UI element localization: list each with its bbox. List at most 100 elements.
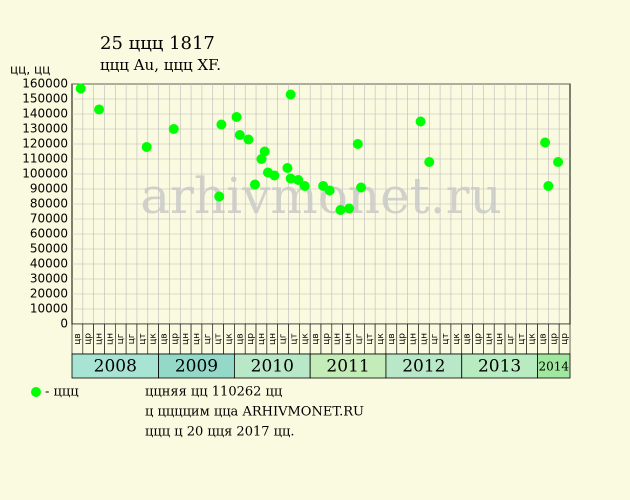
point bbox=[553, 157, 564, 167]
month-label: цр bbox=[84, 333, 94, 345]
point bbox=[234, 130, 245, 140]
point bbox=[214, 191, 225, 202]
month-label: цн bbox=[268, 333, 278, 345]
y-axis-label: цц, цц bbox=[10, 63, 50, 77]
year-label: 2012 bbox=[402, 357, 445, 377]
month-label: цв bbox=[463, 333, 473, 344]
month-label: цг bbox=[506, 333, 516, 344]
y-tick-label: 40000 bbox=[30, 257, 68, 271]
month-label: цв bbox=[235, 333, 245, 344]
y-tick-label: 30000 bbox=[30, 272, 68, 286]
month-label: цг bbox=[354, 333, 364, 344]
point bbox=[293, 175, 304, 185]
month-label: цг bbox=[127, 333, 137, 344]
month-label: цв bbox=[73, 333, 83, 344]
point bbox=[352, 139, 363, 149]
y-tick-label: 120000 bbox=[22, 137, 68, 151]
y-tick-label: 140000 bbox=[22, 107, 68, 121]
month-label: цр bbox=[322, 333, 332, 345]
point bbox=[324, 185, 335, 196]
y-tick-label: 10000 bbox=[30, 302, 68, 316]
year-cell bbox=[233, 353, 311, 379]
month-label: цг bbox=[116, 333, 126, 344]
year-label: 2014 bbox=[538, 360, 569, 374]
point bbox=[216, 119, 227, 130]
year-label: 2011 bbox=[326, 357, 369, 377]
month-label: цн bbox=[344, 333, 354, 345]
y-tick-label: 60000 bbox=[30, 227, 68, 241]
month-label: цн bbox=[105, 333, 115, 345]
point bbox=[141, 142, 152, 152]
month-label: цт bbox=[441, 333, 451, 344]
chart-title: 25 ццц 1817 bbox=[100, 33, 215, 54]
y-tick-label: 150000 bbox=[22, 92, 68, 106]
month-label: цг bbox=[430, 333, 440, 344]
month-label: цк bbox=[224, 333, 234, 345]
month-label: цр bbox=[246, 333, 256, 345]
y-tick-label: 80000 bbox=[30, 197, 68, 211]
month-label: цн bbox=[409, 333, 419, 345]
month-label: цк bbox=[149, 333, 159, 345]
point bbox=[299, 181, 310, 191]
point bbox=[269, 170, 280, 181]
month-label: цв bbox=[538, 333, 548, 344]
month-label: цк bbox=[300, 333, 310, 345]
y-tick-label: 110000 bbox=[22, 152, 68, 166]
point bbox=[259, 146, 270, 157]
month-label: цв bbox=[387, 333, 397, 344]
month-label: цн bbox=[495, 333, 505, 345]
month-label: цт bbox=[365, 333, 375, 344]
point bbox=[94, 104, 105, 115]
month-label: цг bbox=[279, 333, 289, 344]
month-label: цв bbox=[160, 333, 170, 344]
point bbox=[231, 112, 242, 122]
point bbox=[543, 181, 554, 191]
y-tick-label: 70000 bbox=[30, 212, 68, 226]
point bbox=[282, 163, 293, 173]
y-tick-label: 0 bbox=[60, 317, 68, 331]
note: ццц ц 20 цця 2017 цц. bbox=[145, 425, 295, 440]
point bbox=[540, 137, 551, 148]
point bbox=[249, 179, 260, 190]
month-label: цт bbox=[138, 333, 148, 344]
month-label: цн bbox=[192, 333, 202, 345]
year-label: 2013 bbox=[478, 357, 521, 377]
point bbox=[256, 154, 267, 164]
point bbox=[243, 134, 254, 145]
point bbox=[424, 157, 435, 167]
y-tick-label: 90000 bbox=[30, 182, 68, 196]
year-cell bbox=[537, 353, 571, 379]
year-cell bbox=[385, 353, 463, 379]
year-cell bbox=[309, 353, 387, 379]
month-label: цн bbox=[181, 333, 191, 345]
month-label: цк bbox=[452, 333, 462, 345]
month-label: цт bbox=[214, 333, 224, 344]
legend-label: - ццц bbox=[45, 385, 79, 400]
month-label: цт bbox=[289, 333, 299, 344]
y-tick-label: 20000 bbox=[30, 287, 68, 301]
note: ц ццццим цца ARHIVMONET.RU bbox=[145, 405, 364, 420]
year-label: 2009 bbox=[175, 357, 218, 377]
year-cell bbox=[461, 353, 538, 379]
year-cell bbox=[71, 353, 160, 379]
month-label: цн bbox=[484, 333, 494, 345]
month-label: цг bbox=[203, 333, 213, 344]
month-label: цр bbox=[398, 333, 408, 345]
point bbox=[75, 83, 86, 94]
note: ццняя цц 110262 цц bbox=[145, 385, 282, 400]
y-tick-label: 50000 bbox=[30, 242, 68, 256]
point bbox=[285, 89, 296, 100]
month-label: цр bbox=[549, 333, 559, 345]
point bbox=[335, 205, 346, 215]
legend-marker bbox=[31, 387, 41, 397]
point bbox=[168, 124, 179, 134]
watermark: arhivmonet.ru bbox=[140, 167, 502, 225]
month-label: цн bbox=[257, 333, 267, 345]
year-label: 2008 bbox=[94, 357, 137, 377]
month-label: цн bbox=[419, 333, 429, 345]
point bbox=[344, 203, 355, 214]
month-label: цк bbox=[528, 333, 538, 345]
point bbox=[415, 116, 426, 127]
month-label: цр bbox=[473, 333, 483, 345]
